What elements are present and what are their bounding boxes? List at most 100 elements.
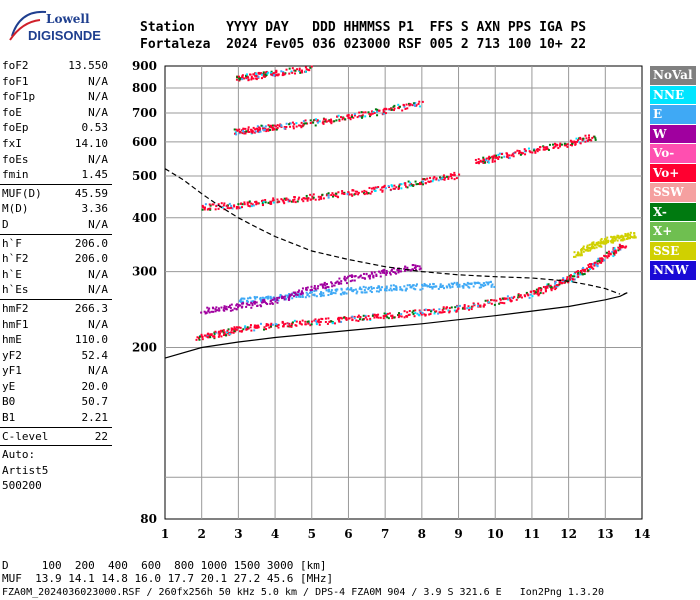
trace-point — [213, 336, 216, 339]
trace-point — [340, 280, 343, 283]
trace-point — [400, 315, 403, 318]
trace-point — [250, 301, 253, 304]
trace-point — [414, 180, 417, 183]
trace-point — [383, 185, 386, 188]
trace-point — [271, 124, 274, 127]
trace-point — [620, 234, 623, 237]
trace-point — [281, 295, 284, 298]
trace-point — [298, 196, 301, 199]
trace-point — [340, 116, 343, 119]
trace-point — [276, 298, 279, 301]
trace-point — [627, 237, 630, 240]
trace-point — [495, 299, 498, 302]
trace-point — [424, 178, 427, 181]
trace-point — [265, 73, 268, 76]
trace-point — [538, 146, 541, 149]
trace-point — [238, 330, 241, 333]
trace-point — [503, 155, 506, 158]
trace-point — [306, 198, 309, 201]
trace-point — [508, 157, 511, 160]
trace-point — [396, 268, 399, 271]
trace-point — [220, 202, 223, 205]
trace-point — [469, 282, 472, 285]
trace-point — [482, 285, 485, 288]
trace-point — [371, 272, 374, 275]
trace-point — [336, 195, 339, 198]
trace-point — [399, 288, 402, 291]
trace-point — [518, 295, 521, 298]
trace-point — [301, 292, 304, 295]
trace-point — [348, 193, 351, 196]
trace-point — [275, 69, 278, 72]
trace-point — [360, 288, 363, 291]
trace-point — [200, 333, 203, 336]
trace-point — [570, 140, 573, 143]
trace-point — [267, 128, 270, 131]
trace-point — [226, 331, 229, 334]
trace-point — [263, 299, 266, 302]
trace-point — [582, 273, 585, 276]
trace-point — [432, 177, 435, 180]
trace-point — [269, 71, 272, 74]
trace-point — [536, 148, 539, 151]
trace-point — [387, 317, 390, 320]
trace-point — [397, 313, 400, 316]
trace-point — [288, 72, 291, 75]
trace-point — [322, 122, 325, 125]
trace-point — [405, 185, 408, 188]
trace-point — [397, 271, 400, 274]
trace-point — [475, 281, 478, 284]
trace-point — [246, 303, 249, 306]
trace-point — [203, 310, 206, 313]
trace-point — [410, 182, 413, 185]
trace-point — [482, 158, 485, 161]
trace-point — [337, 191, 340, 194]
trace-point — [382, 110, 385, 113]
trace-point — [234, 131, 237, 134]
trace-point — [612, 252, 615, 255]
trace-point — [390, 107, 393, 110]
trace-point — [369, 289, 372, 292]
trace-point — [297, 295, 300, 298]
logo-digisonde-text: DIGISONDE — [28, 28, 101, 43]
trace-point — [198, 335, 201, 338]
trace-point — [276, 296, 279, 299]
trace-point — [336, 280, 339, 283]
trace-point — [325, 283, 328, 286]
trace-point — [414, 268, 417, 271]
trace-point — [582, 269, 585, 272]
trace-point — [577, 252, 580, 255]
trace-point — [319, 195, 322, 198]
trace-point — [458, 283, 461, 286]
trace-point — [276, 325, 279, 328]
trace-point — [240, 129, 243, 132]
param-name: yF2 — [2, 348, 22, 362]
trace-point — [542, 146, 545, 149]
trace-point — [354, 192, 357, 195]
trace-point — [408, 104, 411, 107]
trace-point — [229, 306, 232, 309]
trace-point — [420, 181, 423, 184]
trace-point — [277, 323, 280, 326]
trace-point — [261, 199, 264, 202]
trace-point — [394, 285, 397, 288]
trace-point — [376, 114, 379, 117]
trace-point — [408, 102, 411, 105]
trace-point — [351, 315, 354, 318]
trace-point — [529, 290, 532, 293]
param-value: 206.0 — [74, 252, 108, 266]
trace-point — [531, 295, 534, 298]
trace-point — [247, 204, 250, 207]
trace-point — [233, 205, 236, 208]
trace-point — [403, 316, 406, 319]
trace-point — [584, 140, 587, 143]
trace-point — [463, 304, 466, 307]
trace-point — [600, 242, 603, 245]
trace-point — [491, 283, 494, 286]
trace-point — [249, 324, 252, 327]
trace-point — [292, 125, 295, 128]
trace-point — [574, 143, 577, 146]
trace-point — [232, 328, 235, 331]
trace-point — [569, 139, 572, 142]
trace-point — [544, 285, 547, 288]
